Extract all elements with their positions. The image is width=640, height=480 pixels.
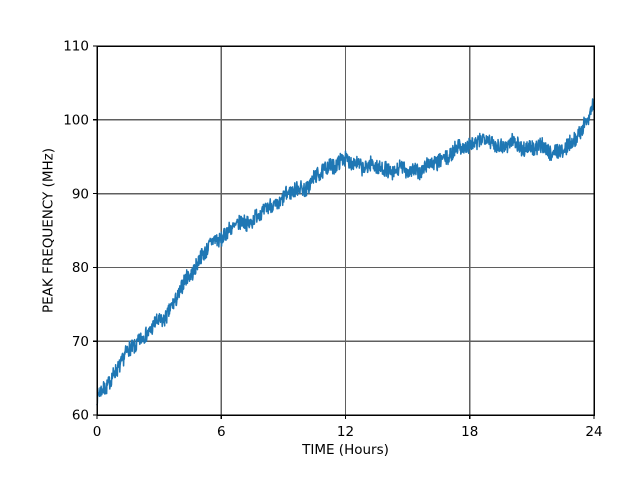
y-tick-label: 70 bbox=[72, 334, 89, 350]
x-tick-label: 6 bbox=[217, 424, 226, 440]
frequency-line bbox=[96, 98, 595, 406]
y-tick-label: 60 bbox=[72, 408, 89, 424]
y-tick-label: 100 bbox=[63, 113, 89, 129]
x-tick-label: 0 bbox=[93, 424, 102, 440]
y-tick-label: 90 bbox=[72, 186, 89, 202]
x-tick-label: 24 bbox=[585, 424, 602, 440]
y-axis-label: PEAK FREQUENCY (MHz) bbox=[41, 148, 57, 313]
y-tick-label: 80 bbox=[72, 260, 89, 276]
y-tick-label: 110 bbox=[63, 39, 89, 55]
tick-labels: 0 6 12 18 24 60 70 80 90 100 110 bbox=[63, 39, 602, 440]
x-tick-label: 18 bbox=[461, 424, 478, 440]
x-tick-label: 12 bbox=[337, 424, 354, 440]
axes bbox=[93, 45, 595, 419]
grid-lines bbox=[96, 45, 595, 416]
data-series bbox=[96, 98, 595, 406]
plot-border bbox=[96, 45, 595, 416]
x-axis-label: TIME (Hours) bbox=[301, 442, 389, 458]
